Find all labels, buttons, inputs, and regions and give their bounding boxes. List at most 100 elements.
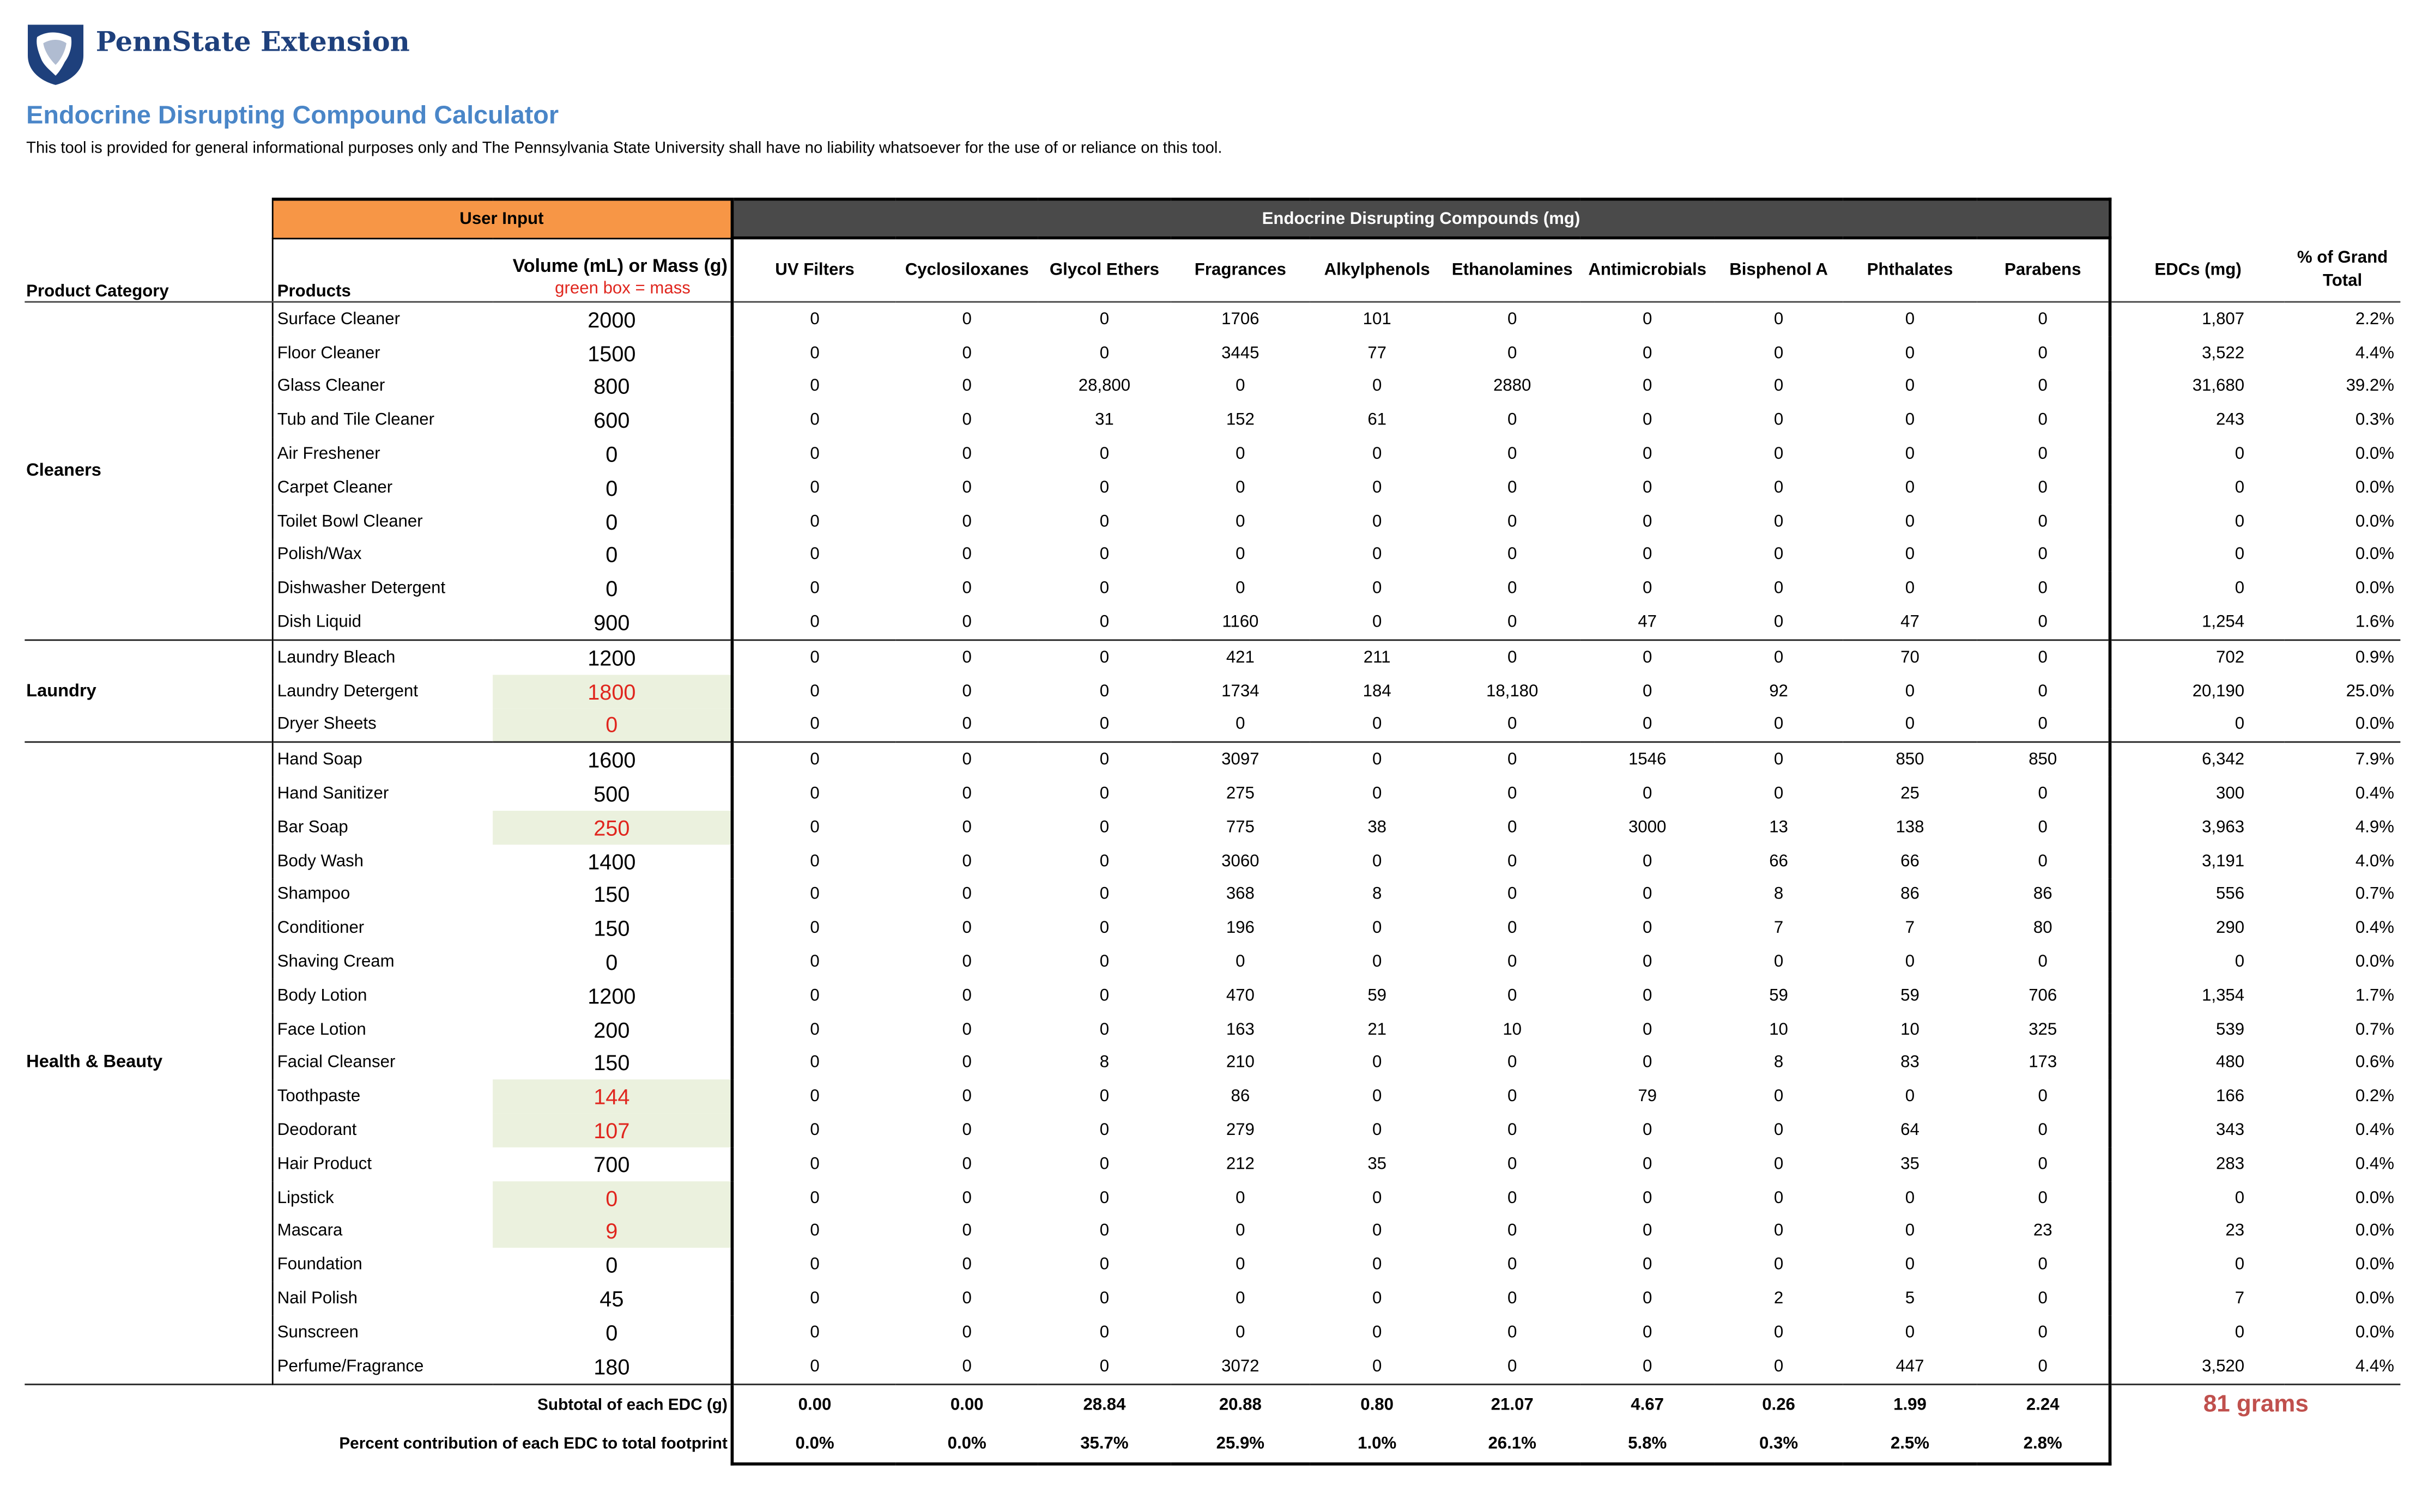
category-header: Product Category bbox=[25, 238, 272, 303]
edcs-cell: 1,807 bbox=[2202, 310, 2245, 329]
compound-cell: 0 bbox=[730, 1113, 896, 1147]
percent-cell: 0.0% bbox=[2355, 952, 2395, 971]
compound-cell: 0 bbox=[895, 639, 1038, 675]
compound-cell: 0 bbox=[1507, 784, 1517, 803]
compound-cell: 850 bbox=[1843, 742, 1977, 778]
compound-cell: 0 bbox=[1773, 579, 1784, 598]
compound-cell: 0 bbox=[1977, 302, 2112, 337]
compound-cell: 0 bbox=[962, 478, 972, 497]
volume-input: 9 bbox=[493, 1215, 732, 1248]
compound-cell: 0 bbox=[1977, 403, 2112, 438]
category-cell: Laundry bbox=[25, 639, 272, 743]
compound-cell: 0 bbox=[1236, 952, 1245, 971]
edcs-cell: 0 bbox=[2235, 478, 2245, 497]
volume-input: 1200 bbox=[493, 639, 732, 675]
compound-cell: 0 bbox=[1099, 1222, 1110, 1241]
compound-cell: 0 bbox=[1905, 715, 1915, 734]
brand: PennState Extension bbox=[95, 28, 410, 59]
compound-cell: 101 bbox=[1363, 310, 1391, 329]
compound-cell: 0 bbox=[1642, 784, 1652, 803]
volume-input: 0 bbox=[606, 950, 618, 975]
compound-cell: 92 bbox=[1769, 682, 1788, 701]
compound-cell: 0 bbox=[730, 777, 896, 811]
volume-input: 0 bbox=[606, 475, 618, 500]
table-row: Foundation 0 0 0 0 0 0 0 0 0 0 0 0 0.0% bbox=[25, 1248, 2400, 1282]
compound-cell: 0 bbox=[962, 1188, 972, 1207]
compound-cell: 0 bbox=[962, 818, 972, 837]
compound-cell: 0 bbox=[962, 715, 972, 734]
compound-header: Fragrances bbox=[1171, 238, 1310, 303]
product-cell: Body Wash bbox=[271, 844, 493, 878]
compound-cell: 0 bbox=[730, 505, 896, 538]
table-row: Body Wash 1400 0 0 0 3060 0 0 0 66 66 0 3,191 4.0% bbox=[25, 844, 2400, 878]
volume-input: 0 bbox=[493, 708, 732, 743]
compound-cell: 0 bbox=[1773, 445, 1784, 464]
percent-cell: 0.4% bbox=[2355, 1155, 2395, 1174]
compound-cell: 61 bbox=[1367, 411, 1387, 430]
compound-cell: 0 bbox=[1099, 1357, 1110, 1376]
compound-cell: 0 bbox=[1773, 613, 1784, 632]
product-cell: Bar Soap bbox=[271, 810, 493, 845]
edcs-cell: 20,190 bbox=[2192, 682, 2245, 701]
compound-cell: 0 bbox=[1642, 1121, 1652, 1140]
compound-cell: 0 bbox=[962, 986, 972, 1005]
compound-cell: 0 bbox=[1507, 545, 1517, 564]
compound-cell: 0 bbox=[1507, 1357, 1517, 1376]
compound-cell: 0 bbox=[1773, 1155, 1784, 1174]
compound-cell: 18,180 bbox=[1486, 682, 1539, 701]
blank bbox=[25, 199, 271, 238]
percent-cell: 0.0% bbox=[2355, 1255, 2395, 1274]
compound-cell: 184 bbox=[1363, 682, 1391, 701]
compound-cell: 7 bbox=[1773, 919, 1784, 938]
compound-cell: 25 bbox=[1900, 784, 1920, 803]
compound-cell: 0 bbox=[730, 708, 896, 743]
compound-cell: 0 bbox=[1236, 445, 1245, 464]
compound-cell: 0 bbox=[1507, 1222, 1517, 1241]
compound-cell: 0 bbox=[962, 1121, 972, 1140]
compound-cell: 0 bbox=[1099, 344, 1110, 363]
compound-cell: 0 bbox=[962, 682, 972, 701]
edcs-cell: 283 bbox=[2216, 1155, 2245, 1174]
percent-cell: 0.0% bbox=[2355, 1289, 2395, 1308]
table-row: User Input Endocrine Disrupting Compounds… bbox=[25, 197, 2401, 240]
logo bbox=[28, 25, 84, 85]
compound-cell: 0 bbox=[730, 1046, 896, 1080]
compound-cell: 0 bbox=[1642, 1255, 1652, 1274]
product-header: Products bbox=[271, 238, 493, 303]
compound-cell: 0 bbox=[1905, 1188, 1915, 1207]
compound-cell: 0 bbox=[1642, 986, 1652, 1005]
compound-cell: 0 bbox=[1905, 1255, 1915, 1274]
compound-cell: 0 bbox=[730, 979, 896, 1013]
compound-cell: 0 bbox=[962, 952, 972, 971]
compound-cell: 0 bbox=[1507, 478, 1517, 497]
blank bbox=[2110, 1425, 2401, 1464]
table-row: Polish/Wax 0 0 0 0 0 0 0 0 0 0 0 0 0.0% bbox=[25, 538, 2400, 572]
edcs-cell: 243 bbox=[2216, 411, 2245, 430]
compound-cell: 775 bbox=[1226, 818, 1255, 837]
compound-cell: 0 bbox=[1642, 478, 1652, 497]
compound-cell: 0 bbox=[730, 674, 896, 708]
compound-cell: 0 bbox=[1372, 715, 1382, 734]
table-row: Hand Sanitizer 500 0 0 0 275 0 0 0 0 25 0 300 0.4% bbox=[25, 777, 2400, 811]
table-row: Dryer Sheets 0 0 0 0 0 0 0 0 0 0 0 0 0.0% bbox=[25, 708, 2400, 743]
compound-cell: 59 bbox=[1900, 986, 1920, 1005]
compound-cell: 0 bbox=[1642, 919, 1652, 938]
compound-cell: 0 bbox=[1507, 613, 1517, 632]
table-row: Bar Soap 250 0 0 0 775 38 0 3000 13 138 0 3,963 4.9% bbox=[25, 810, 2400, 845]
compound-cell: 0 bbox=[1773, 478, 1784, 497]
compound-cell: 0 bbox=[1099, 579, 1110, 598]
volume-input: 1800 bbox=[493, 674, 732, 708]
compound-cell: 0 bbox=[1099, 1289, 1110, 1308]
compound-cell: 0 bbox=[1977, 844, 2112, 878]
compound-cell: 0 bbox=[1372, 1255, 1382, 1274]
compound-cell: 0 bbox=[730, 878, 896, 912]
product-cell: Carpet Cleaner bbox=[271, 471, 493, 505]
compound-cell: 0 bbox=[1905, 1222, 1915, 1241]
blank bbox=[2110, 199, 2401, 238]
compound-cell: 8 bbox=[1773, 1054, 1784, 1073]
compound-cell: 0 bbox=[1099, 478, 1110, 497]
table-row: Dish Liquid 900 0 0 0 1160 0 0 47 0 47 0 1,254 1.6% bbox=[25, 605, 2400, 640]
compound-cell: 0 bbox=[1372, 1054, 1382, 1073]
contribution-cell: 25.9% bbox=[1171, 1424, 1310, 1465]
compound-cell: 0 bbox=[1773, 1357, 1784, 1376]
